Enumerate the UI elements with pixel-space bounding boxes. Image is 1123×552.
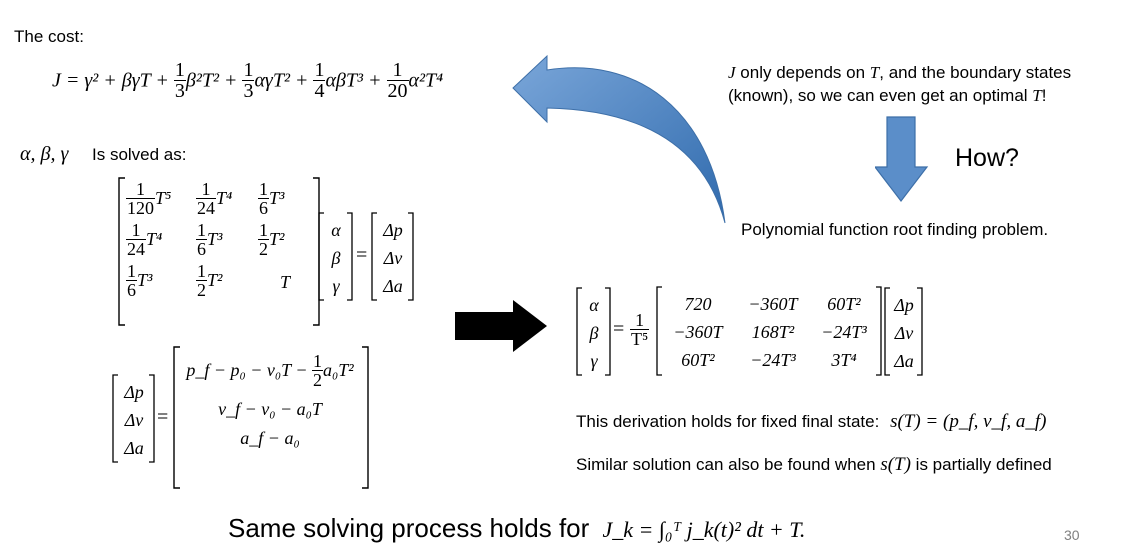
note-top: J only depends on T, and the boundary st… — [728, 63, 1072, 105]
equals-sign-3: = — [613, 318, 625, 340]
unknown-alpha: α — [589, 295, 599, 315]
cost-term-4: α²T⁴ — [408, 69, 444, 92]
solved-label: Is solved as: — [92, 145, 187, 164]
solution-matrix: 720 −360T 60T² −360T 168T² −24T³ 60T² −2… — [662, 290, 876, 374]
unknowns-vector: α β γ — [323, 216, 349, 300]
delta-v: Δv — [124, 410, 144, 430]
solution-matrix-cell: 720 — [684, 294, 712, 314]
matrix-a-cell: 1 24 T⁴ — [196, 179, 233, 218]
unknown-gamma: γ — [332, 276, 340, 296]
matrix-a-cell: T — [280, 272, 291, 292]
bottom-statement: Same solving process holds for J_k = ∫₀ᵀ… — [228, 513, 806, 543]
equals-sign-2: = — [157, 406, 169, 428]
delta-p: Δp — [894, 295, 914, 315]
matrix-a-cell: 1 2 T² — [258, 220, 285, 259]
bottom-math: J_k = ∫₀ᵀ j_k(t)² dt + T. — [602, 517, 806, 542]
solution-lhs-brackets — [576, 287, 611, 376]
matrix-a-cell: 1 6 T³ — [126, 261, 153, 300]
cost-equation-lhs: J = γ² + βγT + — [52, 69, 169, 92]
solution-matrix-cell: 3T⁴ — [831, 350, 857, 370]
delta-a: Δa — [383, 276, 403, 296]
solution-rhs: Δp Δv Δa — [888, 291, 920, 375]
delta-def-row2: v_f − v₀ − a₀T — [218, 399, 322, 419]
delta-vector-brackets — [371, 212, 414, 301]
matrix-a-cell: 1 6 T³ — [258, 179, 285, 218]
matrix-a-cell: 1 2 T² — [196, 261, 223, 300]
root-finding-note: Polynomial function root finding problem… — [741, 220, 1049, 239]
unknown-beta: β — [589, 323, 599, 343]
delta-def-row1-a: p_f − p₀ − v₀T − — [186, 360, 308, 380]
delta-v: Δv — [383, 248, 403, 268]
delta-def-row1-b: a₀T² — [322, 360, 354, 380]
matrix-a: 1 120 T⁵ 1 24 T⁴ 1 6 T³ 1 24 T⁴ 1 6 T³ 1 2 T² 1 6 T³ 1… — [126, 180, 318, 299]
delta-def-lhs: Δp Δv Δa — [117, 378, 151, 462]
curved-arrow-icon — [512, 54, 726, 224]
similar-math: s(T) — [880, 454, 911, 475]
solution-matrix-cell: −360T — [748, 294, 798, 314]
delta-def-rhs: p_f − p₀ − v₀T − 1 2 a₀T² v_f − v₀ − a₀T a… — [180, 352, 360, 449]
matrix-a-cell: 1 6 T³ — [196, 220, 223, 259]
solution-matrix-cell: −24T³ — [821, 322, 867, 342]
matrix-a-cell: 1 24 T⁴ — [126, 220, 163, 259]
delta-a: Δa — [894, 351, 914, 371]
cost-term-2: αγT² + — [254, 69, 309, 92]
delta-a: Δa — [124, 438, 144, 458]
solution-matrix-brackets — [656, 286, 882, 376]
solution-matrix-cell: −24T³ — [750, 350, 796, 370]
matrix-a-cell: 1 120 T⁵ — [126, 179, 172, 218]
cost-term-3: αβT³ + — [325, 69, 382, 92]
solution-matrix-cell: 60T² — [827, 294, 861, 314]
solution-matrix-cell: −360T — [673, 322, 723, 342]
unknown-beta: β — [331, 248, 341, 268]
solution-rhs-brackets — [884, 287, 923, 376]
delta-p: Δp — [124, 382, 144, 402]
unknown-gamma: γ — [590, 351, 598, 371]
unknowns-brackets — [318, 212, 353, 301]
unknown-alpha: α — [331, 220, 341, 240]
derivation-math: s(T) = (p_f, v_f, a_f) — [890, 411, 1047, 432]
solution-lhs: α β γ — [581, 291, 607, 375]
delta-def-row3: a_f − a₀ — [240, 428, 300, 448]
cost-term-4-frac: 1 20 — [386, 59, 409, 102]
page-number: 30 — [1064, 527, 1080, 543]
cost-term-1: β²T² + — [185, 69, 238, 92]
derivation-note: This derivation holds for fixed final st… — [576, 411, 1047, 432]
down-arrow-icon — [875, 116, 929, 202]
delta-p: Δp — [383, 220, 403, 240]
solution-matrix-cell: 168T² — [751, 322, 795, 342]
delta-v: Δv — [894, 323, 914, 343]
black-arrow-icon — [455, 300, 547, 352]
solution-scale: 1 T⁵ — [630, 310, 650, 349]
equals-sign-1: = — [356, 244, 368, 266]
delta-vector: Δp Δv Δa — [376, 216, 410, 300]
cost-label: The cost: — [14, 27, 84, 46]
solution-matrix-cell: 60T² — [681, 350, 715, 370]
delta-def-rhs-brackets — [173, 346, 369, 489]
cost-equation: J = γ² + βγT + 1 3 β²T² + 1 3 αγT² + 1 4 αβT³ … — [52, 60, 443, 101]
how-heading: How? — [955, 144, 1019, 172]
delta-def-lhs-brackets — [112, 374, 155, 463]
similar-note: Similar solution can also be found when … — [576, 454, 1052, 475]
solved-vars: α, β, γ — [20, 143, 69, 165]
